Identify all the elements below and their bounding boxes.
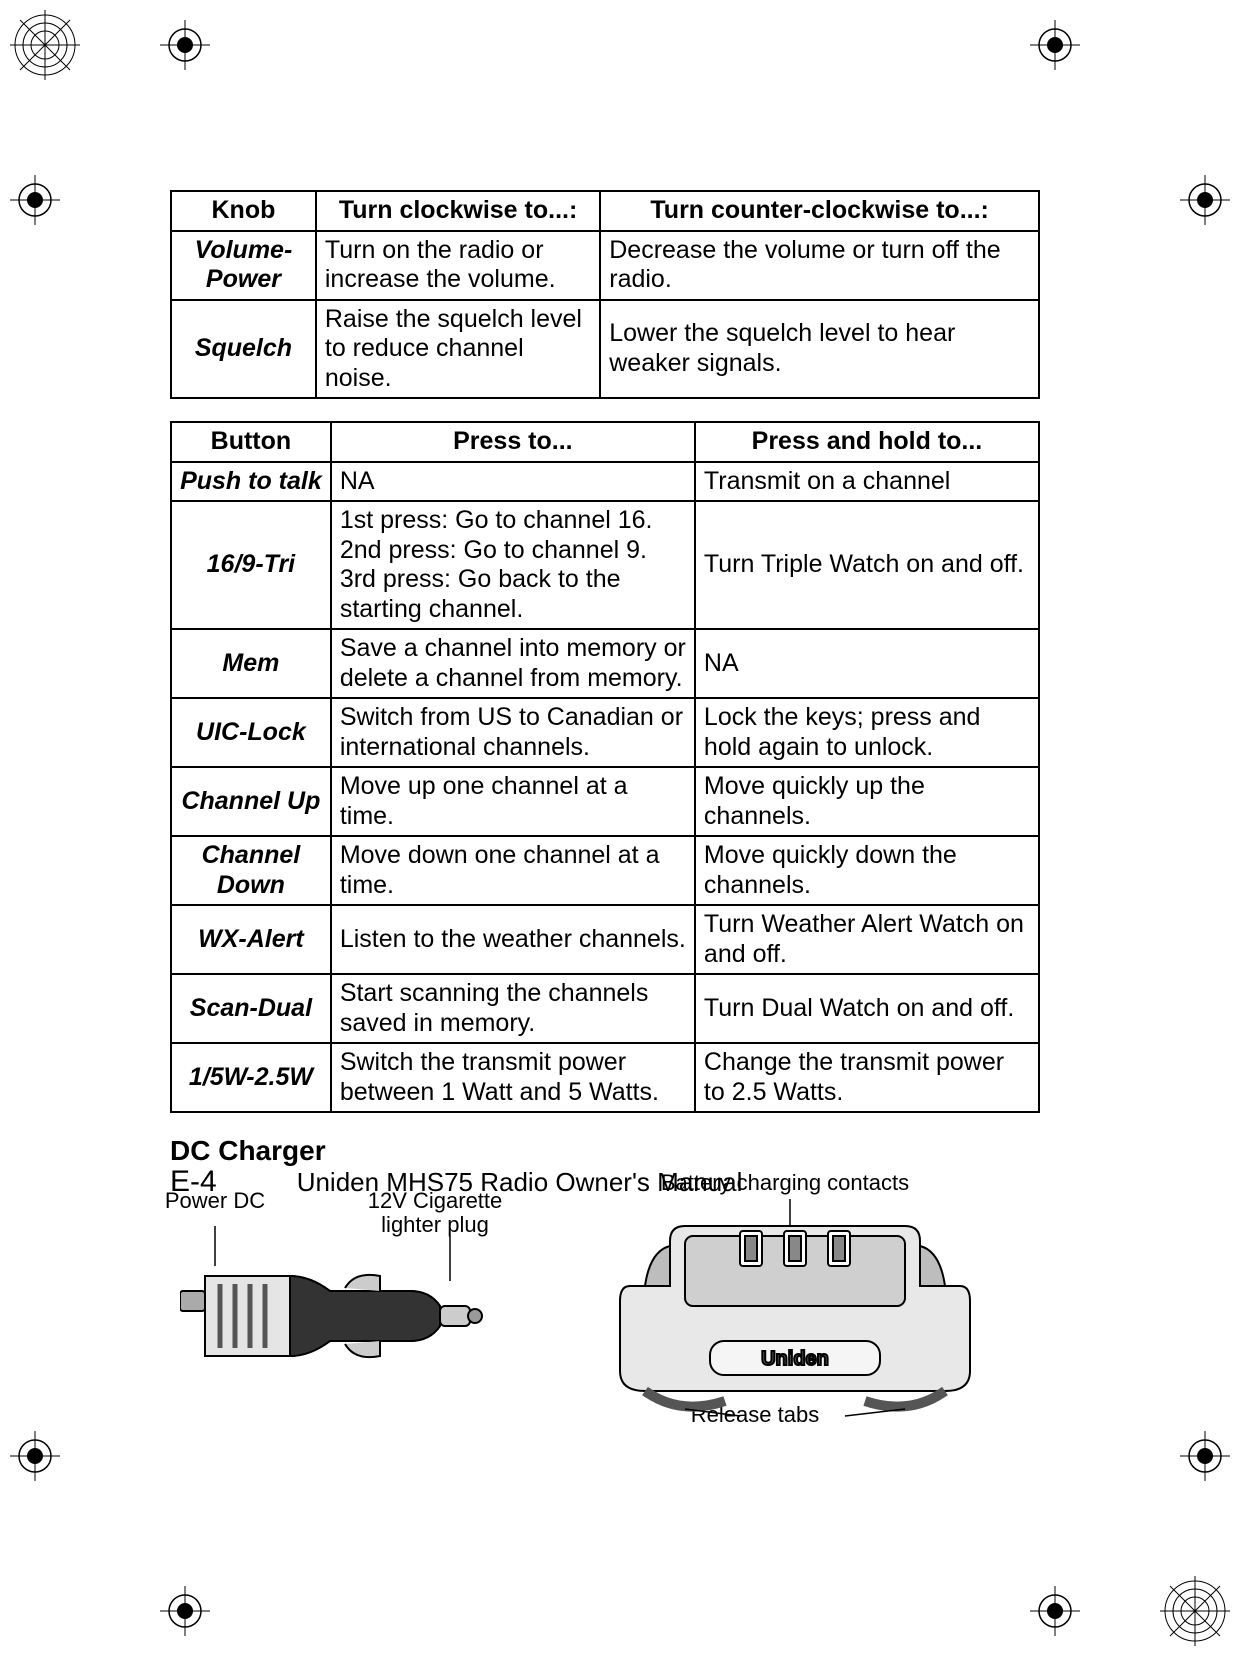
table-row: Channel UpMove up one channel at a time.… [171,767,1039,836]
t2-cell: Start scanning the channels saved in mem… [331,974,695,1043]
dc-charger-diagram: Power DC 12V Cigarette lighter plug Batt… [170,1171,1040,1431]
table-row: Squelch Raise the squelch level to reduc… [171,300,1039,399]
crop-mark-br-radial [1160,1576,1230,1646]
t1-cell: Lower the squelch level to hear weaker s… [600,300,1039,399]
t2-cell: Turn Weather Alert Watch on and off. [695,905,1039,974]
t2-cell: Move quickly down the channels. [695,836,1039,905]
t1-row-label: Squelch [171,300,316,399]
t2-cell: Move down one channel at a time. [331,836,695,905]
button-table: Button Press to... Press and hold to... … [170,421,1040,1113]
t2-row-label: Mem [171,629,331,698]
knob-table: Knob Turn clockwise to...: Turn counter-… [170,190,1040,399]
page-number: E-4 [170,1165,217,1199]
reg-mark-right-lower [1180,1431,1230,1481]
t1-cell: Decrease the volume or turn off the radi… [600,231,1039,300]
table-row: 16/9-Tri1st press: Go to channel 16. 2nd… [171,501,1039,629]
t2-cell: Change the transmit power to 2.5 Watts. [695,1043,1039,1112]
t2-row-label: UIC-Lock [171,698,331,767]
reg-mark-top-left [160,20,210,70]
t2-cell: Move quickly up the channels. [695,767,1039,836]
t2-cell: Lock the keys; press and hold again to u… [695,698,1039,767]
t2-cell: Switch from US to Canadian or internatio… [331,698,695,767]
t2-row-label: Push to talk [171,462,331,502]
t2-row-label: Channel Up [171,767,331,836]
reg-mark-bottom-right [1030,1586,1080,1636]
t2-cell: Turn Dual Watch on and off. [695,974,1039,1043]
table-row: WX-AlertListen to the weather channels.T… [171,905,1039,974]
t2-row-label: 1/5W-2.5W [171,1043,331,1112]
t2-row-label: 16/9-Tri [171,501,331,629]
t2-header-press: Press to... [331,422,695,462]
t1-cell: Turn on the radio or increase the volume… [316,231,600,300]
t2-cell: Turn Triple Watch on and off. [695,501,1039,629]
reg-mark-top-right [1030,20,1080,70]
table-row: Scan-DualStart scanning the channels sav… [171,974,1039,1043]
t2-cell: Transmit on a channel [695,462,1039,502]
table-row: Channel DownMove down one channel at a t… [171,836,1039,905]
t2-cell: Switch the transmit power between 1 Watt… [331,1043,695,1112]
t2-cell: Listen to the weather channels. [331,905,695,974]
t2-row-label: Channel Down [171,836,331,905]
table-row: Push to talkNATransmit on a channel [171,462,1039,502]
t2-cell: NA [695,629,1039,698]
t1-header-ccw: Turn counter-clockwise to...: [600,191,1039,231]
reg-mark-left-lower [10,1431,60,1481]
t2-cell: NA [331,462,695,502]
page-content: Knob Turn clockwise to...: Turn counter-… [170,190,1040,1431]
t1-header-cw: Turn clockwise to...: [316,191,600,231]
dc-plug-icon [180,1226,530,1426]
table-row: UIC-LockSwitch from US to Canadian or in… [171,698,1039,767]
t2-header-button: Button [171,422,331,462]
crop-mark-tl-radial [10,10,80,80]
t1-header-knob: Knob [171,191,316,231]
t2-header-hold: Press and hold to... [695,422,1039,462]
footer-title: Uniden MHS75 Radio Owner's Manual [297,1167,743,1198]
reg-mark-left-upper [10,175,60,225]
reg-mark-bottom-left [160,1586,210,1636]
t2-cell: Save a channel into memory or delete a c… [331,629,695,698]
page-footer: E-4 Uniden MHS75 Radio Owner's Manual [170,1165,1040,1199]
section-heading-dc-charger: DC Charger [170,1135,1040,1167]
t2-cell: 1st press: Go to channel 16. 2nd press: … [331,501,695,629]
table-row: Volume-Power Turn on the radio or increa… [171,231,1039,300]
t2-row-label: WX-Alert [171,905,331,974]
t1-row-label: Volume-Power [171,231,316,300]
t1-cell: Raise the squelch level to reduce channe… [316,300,600,399]
charging-cradle-icon: Uniden [590,1191,1010,1431]
t2-cell: Move up one channel at a time. [331,767,695,836]
brand-text: Uniden [761,1348,829,1370]
t2-row-label: Scan-Dual [171,974,331,1043]
reg-mark-right-upper [1180,175,1230,225]
table-row: MemSave a channel into memory or delete … [171,629,1039,698]
table-row: 1/5W-2.5WSwitch the transmit power betwe… [171,1043,1039,1112]
